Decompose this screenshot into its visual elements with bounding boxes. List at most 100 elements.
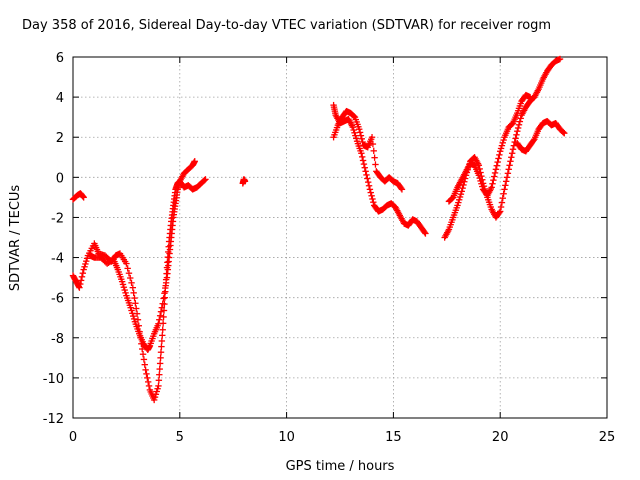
data-point: [372, 161, 379, 168]
data-point: [517, 115, 524, 122]
plot-border: [72, 56, 608, 419]
y-tick-label: 6: [56, 51, 64, 66]
data-point: [456, 193, 464, 201]
data-point: [496, 151, 503, 159]
data-point: [514, 124, 522, 132]
data-point: [80, 194, 87, 201]
data-point: [353, 135, 360, 142]
data-point: [157, 308, 165, 315]
data-point: [83, 255, 91, 262]
data-point: [516, 118, 524, 125]
data-point: [397, 184, 405, 192]
data-point: [157, 354, 164, 362]
data-point: [76, 284, 83, 291]
data-point: [119, 281, 127, 288]
data-point: [356, 126, 363, 133]
data-point: [358, 135, 365, 143]
data-point: [159, 326, 166, 333]
data-point: [155, 377, 163, 384]
data-point: [513, 131, 520, 139]
x-axis-label: GPS time / hours: [286, 459, 395, 474]
data-point: [121, 286, 128, 294]
data-point: [367, 189, 374, 196]
data-point: [421, 229, 428, 236]
data-point: [491, 173, 498, 180]
data-point: [120, 284, 128, 291]
data-point: [359, 138, 366, 146]
data-point: [159, 300, 166, 307]
data-point: [493, 162, 500, 169]
data-point: [142, 366, 149, 374]
chart-title: Day 358 of 2016, Sidereal Day-to-day VTE…: [22, 18, 551, 33]
data-point: [157, 349, 165, 356]
data-point: [478, 180, 485, 187]
x-tick-label: 20: [492, 430, 509, 445]
data-point: [161, 290, 168, 297]
data-point: [366, 186, 374, 193]
data-point: [127, 274, 134, 282]
data-point: [502, 178, 510, 185]
data-point: [515, 121, 523, 128]
data-point: [500, 136, 507, 144]
data-point: [359, 153, 366, 161]
data-point: [488, 184, 495, 191]
data-point: [364, 178, 372, 186]
series-track-d: [239, 176, 249, 187]
y-tick-label: 0: [56, 171, 64, 186]
data-point: [505, 166, 512, 173]
y-tick-label: -12: [43, 412, 64, 427]
data-point: [202, 176, 209, 183]
series-track-e: [330, 101, 429, 237]
x-tick-label: 0: [69, 430, 77, 445]
data-point: [356, 129, 364, 136]
data-point: [454, 202, 461, 209]
data-point: [495, 155, 502, 162]
data-point: [125, 269, 133, 277]
data-point: [497, 145, 505, 152]
data-point: [130, 312, 137, 320]
x-tick-label: 10: [278, 430, 295, 445]
data-point: [398, 186, 406, 193]
series-track-b: [69, 176, 209, 404]
data-point: [80, 266, 87, 273]
data-point: [130, 315, 138, 323]
data-point: [352, 132, 359, 139]
data-point: [499, 194, 506, 202]
data-point: [77, 277, 85, 284]
data-point: [133, 305, 140, 312]
data-point: [156, 365, 163, 373]
data-point: [123, 260, 130, 267]
data-point: [124, 265, 131, 272]
data-point: [498, 199, 506, 206]
series-track-c: [86, 158, 198, 354]
data-point: [129, 284, 137, 291]
y-tick-label: 4: [56, 91, 64, 106]
series-track-g: [441, 55, 564, 241]
data-point: [155, 382, 162, 390]
data-point: [507, 158, 514, 165]
data-point: [499, 139, 506, 147]
data-point: [128, 279, 135, 287]
data-point: [496, 209, 503, 216]
data-point: [351, 129, 358, 137]
data-point: [476, 174, 483, 182]
data-point: [512, 135, 519, 142]
data-point: [153, 388, 160, 395]
data-point: [160, 295, 167, 302]
data-point: [475, 172, 483, 179]
data-point: [503, 174, 511, 181]
data-point: [127, 304, 134, 311]
data-point: [145, 382, 153, 390]
data-point: [139, 351, 147, 358]
y-axis-label: SDTVAR / TECUs: [8, 185, 23, 292]
data-point: [364, 175, 371, 182]
data-point: [78, 273, 86, 281]
data-point: [155, 320, 162, 327]
data-point: [457, 190, 465, 198]
data-point: [144, 374, 151, 382]
data-point: [368, 134, 376, 141]
plot-area: [72, 56, 608, 419]
data-point: [509, 146, 517, 153]
data-point: [162, 284, 169, 292]
